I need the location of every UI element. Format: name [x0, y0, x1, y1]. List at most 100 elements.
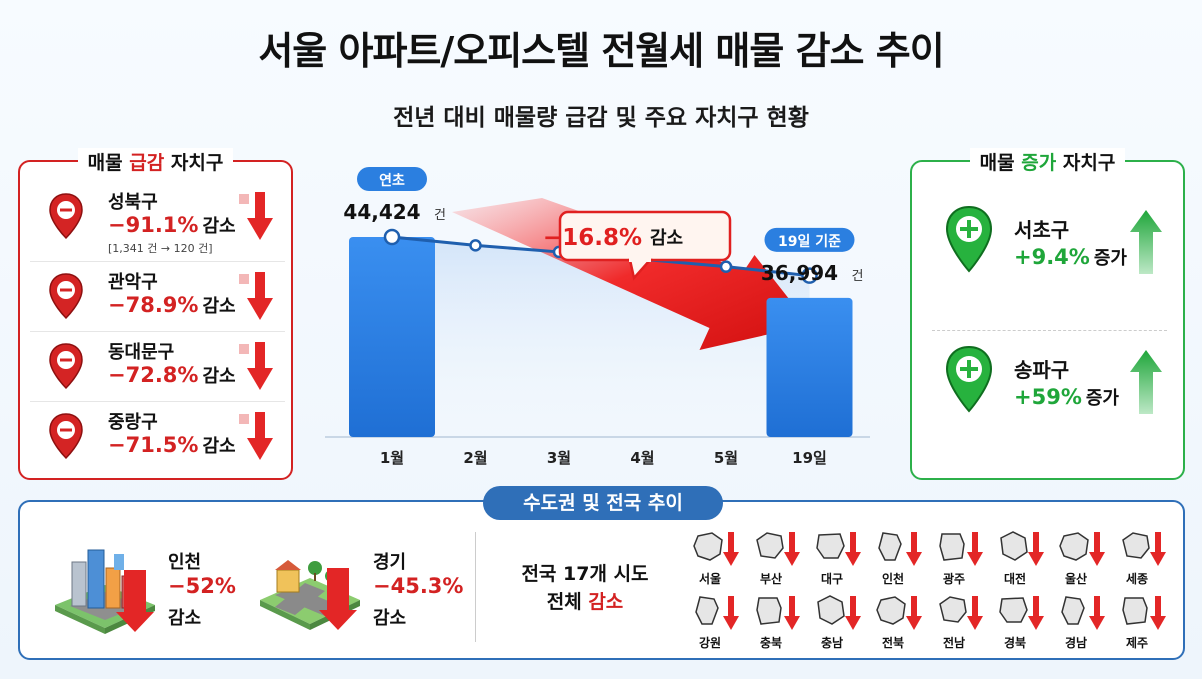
red-down-arrow-icon: [239, 342, 273, 390]
region-map-down-icon: [876, 596, 922, 630]
district-name: 성북구: [108, 192, 158, 213]
increase-title-post: 자치구: [1062, 152, 1116, 174]
increase-panel-title: 매물 증가 자치구: [912, 148, 1183, 175]
district-row: 중랑구 −71.5% 감소: [30, 402, 285, 472]
decrease-title-post: 자치구: [170, 152, 224, 174]
callout-suffix: 감소: [650, 228, 683, 249]
region-map-down-icon: [999, 596, 1044, 630]
section-divider: [475, 532, 476, 642]
x-tick-label: 4월: [630, 449, 654, 467]
city-name: 인천: [168, 552, 202, 573]
district-change: +59% 증가: [1014, 385, 1119, 409]
red-map-pin-icon: [49, 413, 83, 460]
region-label: 충남: [820, 636, 844, 650]
trend-point-1월: [383, 228, 401, 246]
region-대구: 대구: [810, 526, 870, 588]
trend-point-19일: [801, 267, 818, 284]
region-충남: 충남: [810, 590, 870, 652]
callout-pointer-mask: [629, 256, 651, 262]
district-change: −91.1% 감소: [108, 213, 236, 237]
region-경남: 경남: [1054, 590, 1114, 652]
district-name: 동대문구: [108, 342, 175, 363]
region-label: 충북: [759, 636, 783, 650]
region-제주: 제주: [1115, 590, 1175, 652]
region-label: 부산: [759, 572, 783, 586]
red-down-arrow-icon: [239, 192, 273, 240]
bar-badge-bg: [764, 227, 855, 252]
increase-districts-panel: 매물 증가 자치구 서초구 +9.4% 증가 송파구 +59% 증가: [910, 148, 1185, 480]
district-name: 송파구: [1014, 358, 1070, 382]
region-label: 경남: [1064, 636, 1088, 650]
page-subtitle: 전년 대비 매물량 급감 및 주요 자치구 현황: [393, 105, 809, 131]
region-map-down-icon: [693, 532, 739, 566]
chart-svg: 연초 44,424 건 19일 기준 36,994 건 1월 2월 3월 4월 5월 19일 −16.8…: [325, 166, 870, 467]
callout-value: −16.8%: [543, 225, 642, 251]
decrease-title-pre: 매물: [87, 152, 123, 174]
region-울산: 울산: [1054, 526, 1114, 588]
district-name: 서초구: [1014, 218, 1070, 242]
region-map-down-icon: [817, 595, 861, 630]
region-전남: 전남: [932, 590, 992, 652]
nationwide-summary: 전국 17개 시도 전체 감소: [490, 560, 680, 616]
region-map-down-icon: [816, 532, 861, 566]
bar-value-label: 36,994: [761, 261, 838, 285]
red-map-pin-icon: [49, 193, 83, 240]
region-map-down-icon: [1122, 596, 1166, 630]
city-buildings-icon: [55, 549, 155, 634]
page-title: 서울 아파트/오피스텔 전월세 매물 감소 추이: [258, 29, 944, 73]
district-row: 성북구 −91.1% 감소 [1,341 건 → 120 건]: [30, 182, 285, 262]
green-up-arrow-icon: [1130, 210, 1162, 274]
bar-badge-label: 연초: [379, 173, 405, 189]
red-map-pin-icon: [49, 343, 83, 390]
region-map-down-icon: [695, 596, 739, 630]
decrease-districts-panel: 매물 급감 자치구 성북구 −91.1% 감소 [1,341 건 → 120 건]…: [18, 148, 293, 480]
city-change: −52%: [168, 574, 236, 598]
region-map-down-icon: [1122, 532, 1166, 566]
town-intersection-icon: [260, 560, 360, 630]
region-충북: 충북: [749, 590, 809, 652]
region-label: 세종: [1125, 572, 1149, 586]
region-label: 강원: [698, 636, 722, 650]
bar-unit-label: 건: [852, 269, 864, 284]
decrease-panel-title: 매물 급감 자치구: [20, 148, 291, 175]
red-down-arrow-icon: [239, 272, 273, 320]
city-change: −45.3%: [373, 574, 464, 598]
district-row: 서초구 +9.4% 증가: [922, 182, 1177, 312]
city-gyeonggi: 경기 −45.3% 감소: [245, 532, 463, 642]
decline-arrow: [452, 198, 810, 350]
region-서울: 서울: [688, 526, 748, 588]
district-name: 중랑구: [108, 412, 158, 433]
district-name: 관악구: [108, 272, 158, 293]
listing-trend-chart: 연초 44,424 건 19일 기준 36,994 건 1월 2월 3월 4월 5월 19일 −16.8…: [310, 150, 900, 470]
green-map-pin-icon: [945, 205, 993, 273]
panel-divider: [932, 330, 1167, 331]
region-세종: 세종: [1115, 526, 1175, 588]
region-map-down-icon: [1059, 532, 1105, 566]
region-map-down-icon: [756, 532, 800, 566]
region-전북: 전북: [871, 590, 931, 652]
district-change: −71.5% 감소: [108, 433, 236, 457]
district-row: 송파구 +59% 증가: [922, 322, 1177, 452]
city-incheon: 인천 −52% 감소: [40, 532, 250, 642]
city-name: 경기: [373, 552, 407, 573]
district-row: 관악구 −78.9% 감소: [30, 262, 285, 332]
region-부산: 부산: [749, 526, 809, 588]
region-경북: 경북: [993, 590, 1053, 652]
region-광주: 광주: [932, 526, 992, 588]
green-map-pin-icon: [945, 345, 993, 413]
region-대전: 대전: [993, 526, 1053, 588]
region-label: 전북: [881, 636, 905, 650]
trend-point-2월: [469, 239, 482, 252]
region-label: 경북: [1003, 636, 1027, 650]
x-tick-label: 3월: [547, 449, 571, 467]
nationwide-line1: 전국 17개 시도: [521, 563, 649, 585]
trend-point-5월: [719, 260, 733, 273]
district-change: −72.8% 감소: [108, 363, 236, 387]
bar-unit-label: 건: [434, 208, 446, 223]
region-label: 인천: [881, 572, 905, 586]
region-label: 광주: [942, 572, 966, 586]
bar-badge-label: 19일 기준: [778, 234, 841, 250]
district-note: [1,341 건 → 120 건]: [108, 242, 213, 255]
bar-value-label: 44,424: [343, 200, 420, 224]
